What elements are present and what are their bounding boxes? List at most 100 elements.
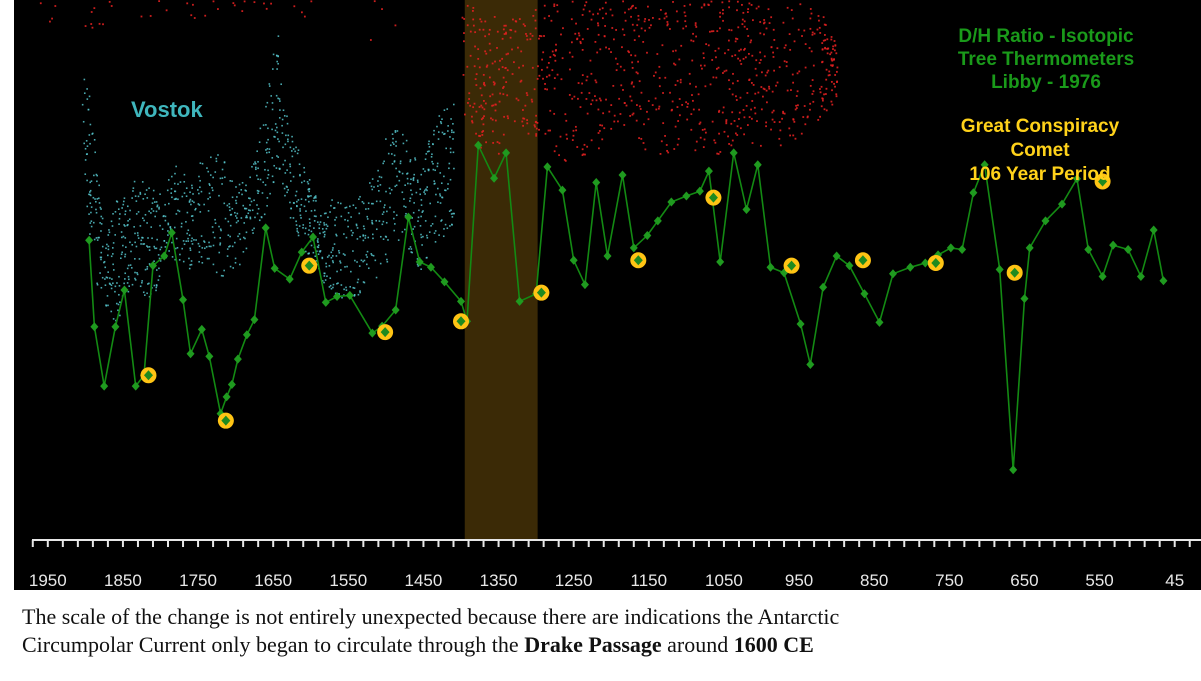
vostok-point — [357, 278, 360, 281]
vostok-point — [86, 88, 88, 90]
red-point — [536, 77, 539, 80]
red-point — [502, 76, 505, 79]
vostok-point — [266, 151, 268, 154]
vostok-point — [114, 234, 117, 236]
vostok-point — [383, 204, 386, 206]
red-point — [725, 119, 728, 121]
vostok-point — [432, 168, 435, 171]
vostok-point — [394, 223, 396, 225]
red-point — [673, 62, 675, 65]
vostok-point — [189, 247, 191, 250]
caption-line-2-text-a: Circumpolar Current only began to circul… — [22, 632, 525, 657]
vostok-point — [350, 229, 353, 232]
red-point — [568, 51, 571, 54]
vostok-point — [338, 292, 340, 295]
red-point — [772, 109, 775, 112]
dh-title-line-1: D/H Ratio - Isotopic — [958, 26, 1134, 47]
vostok-point — [198, 192, 200, 195]
red-point — [699, 121, 702, 124]
red-point — [826, 52, 829, 55]
red-point — [505, 31, 507, 34]
vostok-point — [200, 256, 203, 258]
comet-marker-center — [708, 192, 718, 203]
vostok-point — [310, 195, 312, 197]
vostok-point — [343, 294, 345, 296]
x-tick-label: 550 — [1085, 571, 1113, 590]
red-point — [481, 134, 484, 136]
vostok-point — [425, 188, 427, 190]
red-point — [796, 72, 799, 75]
red-point — [730, 29, 733, 32]
vostok-point — [187, 237, 189, 240]
red-point — [835, 70, 838, 73]
red-point — [827, 47, 830, 50]
red-point — [481, 106, 484, 109]
series-point — [729, 148, 738, 158]
vostok-point — [98, 202, 101, 204]
red-point — [741, 18, 744, 21]
vostok-point — [145, 189, 148, 191]
vostok-point — [249, 197, 251, 200]
red-point — [830, 100, 833, 103]
red-point — [475, 132, 477, 135]
vostok-point — [449, 225, 451, 227]
vostok-point — [151, 202, 154, 204]
red-point — [549, 129, 552, 132]
vostok-point — [307, 195, 309, 197]
red-point — [802, 116, 805, 118]
vostok-point — [109, 277, 111, 279]
red-point — [485, 52, 488, 55]
vostok-point — [241, 181, 244, 184]
series-point — [603, 251, 612, 261]
vostok-point — [443, 175, 445, 178]
red-point — [835, 95, 838, 98]
vostok-point — [158, 206, 160, 209]
vostok-point — [451, 223, 453, 226]
red-point — [816, 28, 819, 31]
vostok-point — [173, 226, 176, 229]
red-point — [601, 124, 603, 127]
red-point — [503, 24, 506, 27]
vostok-point — [281, 124, 283, 127]
vostok-point — [439, 195, 442, 197]
vostok-point — [391, 162, 394, 165]
vostok-point — [319, 221, 322, 223]
red-point — [735, 95, 737, 98]
vostok-point — [426, 256, 428, 259]
vostok-point — [290, 180, 292, 182]
red-point — [835, 52, 838, 55]
red-point — [474, 78, 477, 80]
vostok-point — [229, 265, 232, 268]
vostok-point — [313, 227, 315, 229]
red-point — [699, 64, 702, 67]
series-point — [766, 262, 775, 272]
red-point — [604, 1, 607, 4]
vostok-point — [136, 232, 139, 234]
vostok-point — [119, 213, 121, 215]
vostok-point — [185, 240, 188, 243]
vostok-point — [335, 233, 337, 236]
vostok-point — [418, 209, 420, 212]
vostok-point — [169, 226, 172, 228]
red-point — [501, 57, 504, 60]
red-point — [542, 77, 544, 80]
red-point — [474, 31, 477, 34]
vostok-point — [323, 212, 326, 215]
red-point — [472, 18, 475, 21]
vostok-point — [367, 267, 370, 270]
vostok-point — [338, 250, 340, 252]
vostok-point — [89, 233, 91, 235]
red-point — [551, 69, 554, 72]
red-point — [827, 74, 830, 77]
red-point — [703, 3, 706, 6]
vostok-point — [112, 269, 115, 271]
vostok-point — [331, 249, 334, 251]
red-point — [762, 95, 764, 98]
vostok-point — [134, 277, 136, 280]
vostok-point — [450, 209, 452, 211]
red-point — [549, 56, 552, 59]
vostok-point — [453, 212, 455, 215]
red-point — [652, 17, 654, 19]
red-point — [622, 89, 624, 91]
red-point — [655, 108, 658, 111]
